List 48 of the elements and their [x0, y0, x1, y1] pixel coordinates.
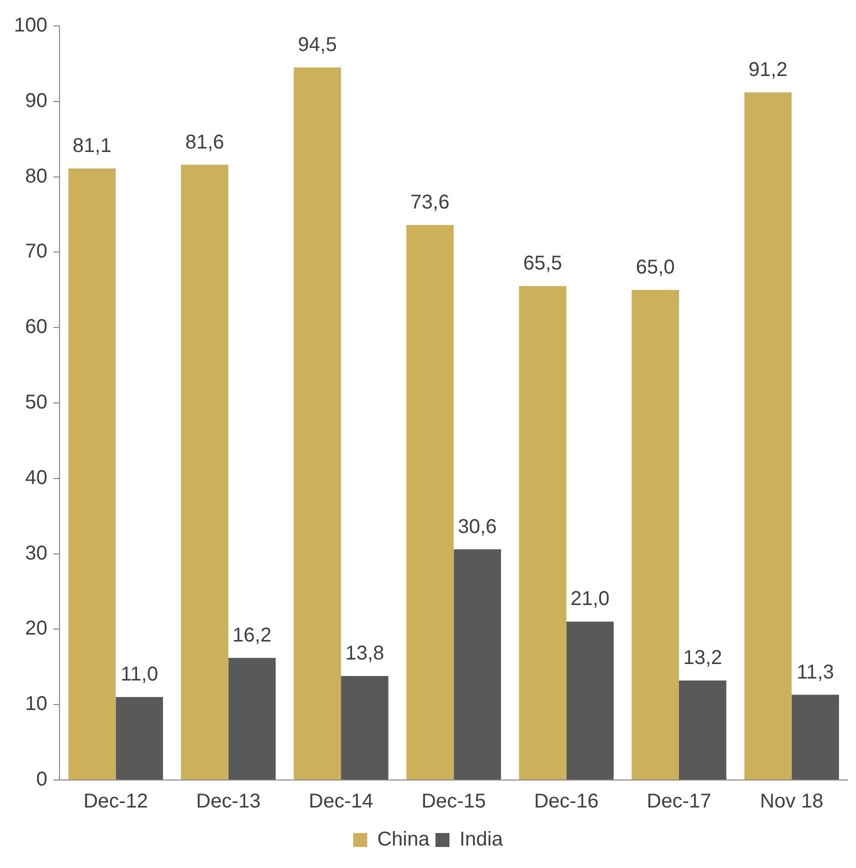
y-tick-label: 60 [25, 316, 48, 338]
legend-label: India [459, 828, 504, 851]
data-label: 81,1 [72, 135, 112, 158]
x-tick-label: Dec-13 [196, 790, 261, 813]
y-tick-label: 20 [25, 618, 48, 640]
bar [632, 290, 680, 780]
data-label: 91,2 [748, 58, 788, 81]
y-tick-label: 0 [36, 768, 48, 791]
y-tick-label: 40 [25, 466, 48, 489]
bar [116, 697, 164, 780]
bar [454, 549, 502, 780]
bar [228, 658, 276, 780]
bar [181, 164, 228, 780]
data-label: 11,3 [796, 661, 834, 684]
data-label: 65,5 [523, 252, 562, 275]
x-tick-label: Dec-16 [534, 790, 599, 813]
bar [679, 680, 726, 780]
x-tick-label: Dec-14 [308, 790, 374, 813]
bar [68, 168, 116, 780]
x-tick-label: Dec-15 [421, 790, 486, 813]
y-tick-label: 80 [25, 165, 48, 188]
bar [294, 67, 342, 780]
y-tick-label: 50 [25, 392, 48, 414]
legend-label: China [377, 828, 430, 851]
data-label: 11,0 [120, 664, 158, 686]
x-tick-label: Dec-17 [646, 790, 712, 813]
data-label: 13,2 [683, 646, 722, 669]
y-tick-label: 10 [25, 693, 48, 716]
data-label: 30,6 [458, 516, 497, 538]
bar [406, 225, 454, 780]
y-tick-label: 90 [25, 90, 48, 112]
data-label: 65,0 [636, 256, 675, 278]
bar [566, 622, 614, 780]
bar [519, 286, 566, 780]
y-tick-label: 100 [14, 14, 48, 37]
y-tick-label: 30 [25, 542, 48, 564]
bar [341, 676, 388, 780]
y-tick-label: 70 [25, 240, 48, 263]
x-tick-label: Dec-12 [83, 790, 148, 813]
data-label: 73,6 [410, 192, 450, 214]
data-label: 13,8 [345, 642, 384, 664]
data-label: 16,2 [232, 624, 272, 646]
x-tick-label: Nov 18 [760, 790, 824, 813]
data-label: 81,6 [185, 131, 224, 154]
bar [792, 694, 839, 780]
bar [744, 92, 792, 780]
data-label: 94,5 [298, 34, 337, 56]
data-label: 21,0 [570, 588, 610, 610]
